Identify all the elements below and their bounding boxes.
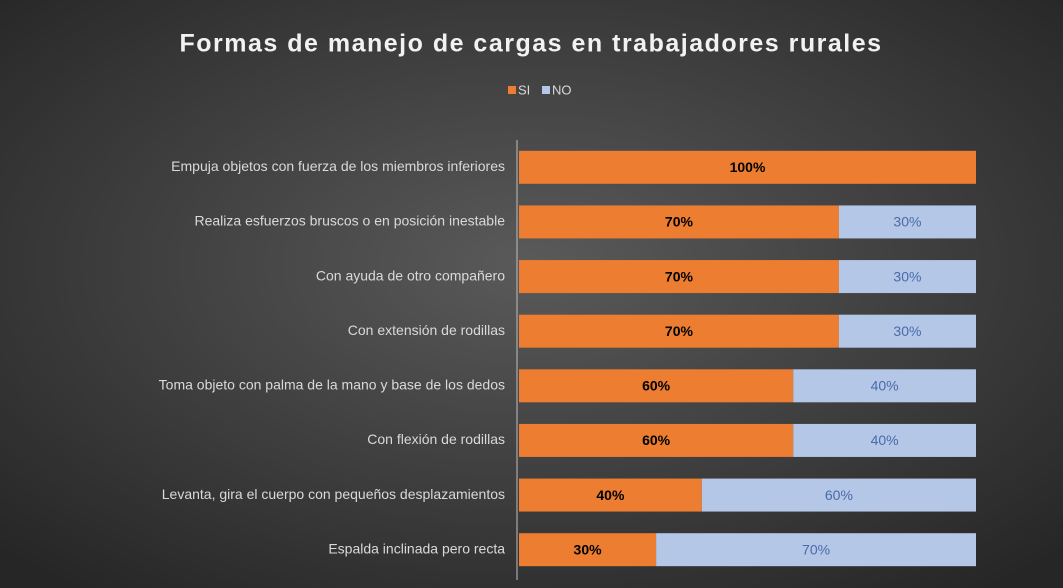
y-tick-label: Realiza esfuerzos bruscos o en posición … — [194, 213, 505, 229]
bar-segment — [519, 314, 839, 348]
data-label: 40% — [596, 487, 625, 503]
y-tick-label: Con flexión de rodillas — [367, 431, 505, 447]
bar-segment — [519, 369, 794, 403]
y-tick-label: Con ayuda de otro compañero — [316, 267, 505, 283]
data-label: 40% — [871, 378, 899, 394]
y-tick-label: Espalda inclinada pero recta — [328, 540, 505, 556]
bar-segment — [838, 260, 976, 294]
y-tick-label: Toma objeto con palma de la mano y base … — [159, 377, 505, 393]
bar-segment — [519, 478, 702, 512]
data-label: 70% — [802, 541, 830, 557]
bar-segment — [838, 205, 976, 239]
y-tick-label: Empuja objetos con fuerza de los miembro… — [171, 158, 505, 174]
bar-segment — [519, 260, 839, 294]
data-label: 70% — [665, 323, 694, 339]
data-label: 70% — [665, 214, 694, 230]
data-label: 60% — [825, 487, 853, 503]
bar-segment — [793, 369, 976, 403]
legend-label: SI — [518, 82, 530, 97]
data-label: 30% — [893, 268, 921, 284]
data-label: 30% — [574, 541, 603, 557]
chart-title: Formas de manejo de cargas en trabajador… — [179, 30, 882, 58]
y-tick-label: Levanta, gira el cuerpo con pequeños des… — [162, 486, 505, 502]
bar-segment — [656, 533, 976, 567]
legend-swatch — [508, 86, 516, 94]
bar-segment — [519, 150, 976, 184]
data-label: 30% — [893, 323, 921, 339]
bar-segment — [838, 314, 976, 348]
legend-label: NO — [552, 82, 572, 97]
bar-segment — [793, 423, 976, 457]
data-label: 70% — [665, 268, 694, 284]
data-label: 100% — [730, 159, 766, 175]
data-label: 40% — [871, 432, 899, 448]
bar-segment — [701, 478, 976, 512]
y-tick-label: Con extensión de rodillas — [348, 322, 505, 338]
legend-swatch — [542, 86, 550, 94]
bar-segment — [519, 533, 657, 567]
data-label: 60% — [642, 432, 671, 448]
data-label: 30% — [893, 214, 921, 230]
bar-segment — [519, 205, 839, 239]
data-label: 60% — [642, 378, 671, 394]
bar-segment — [519, 423, 794, 457]
